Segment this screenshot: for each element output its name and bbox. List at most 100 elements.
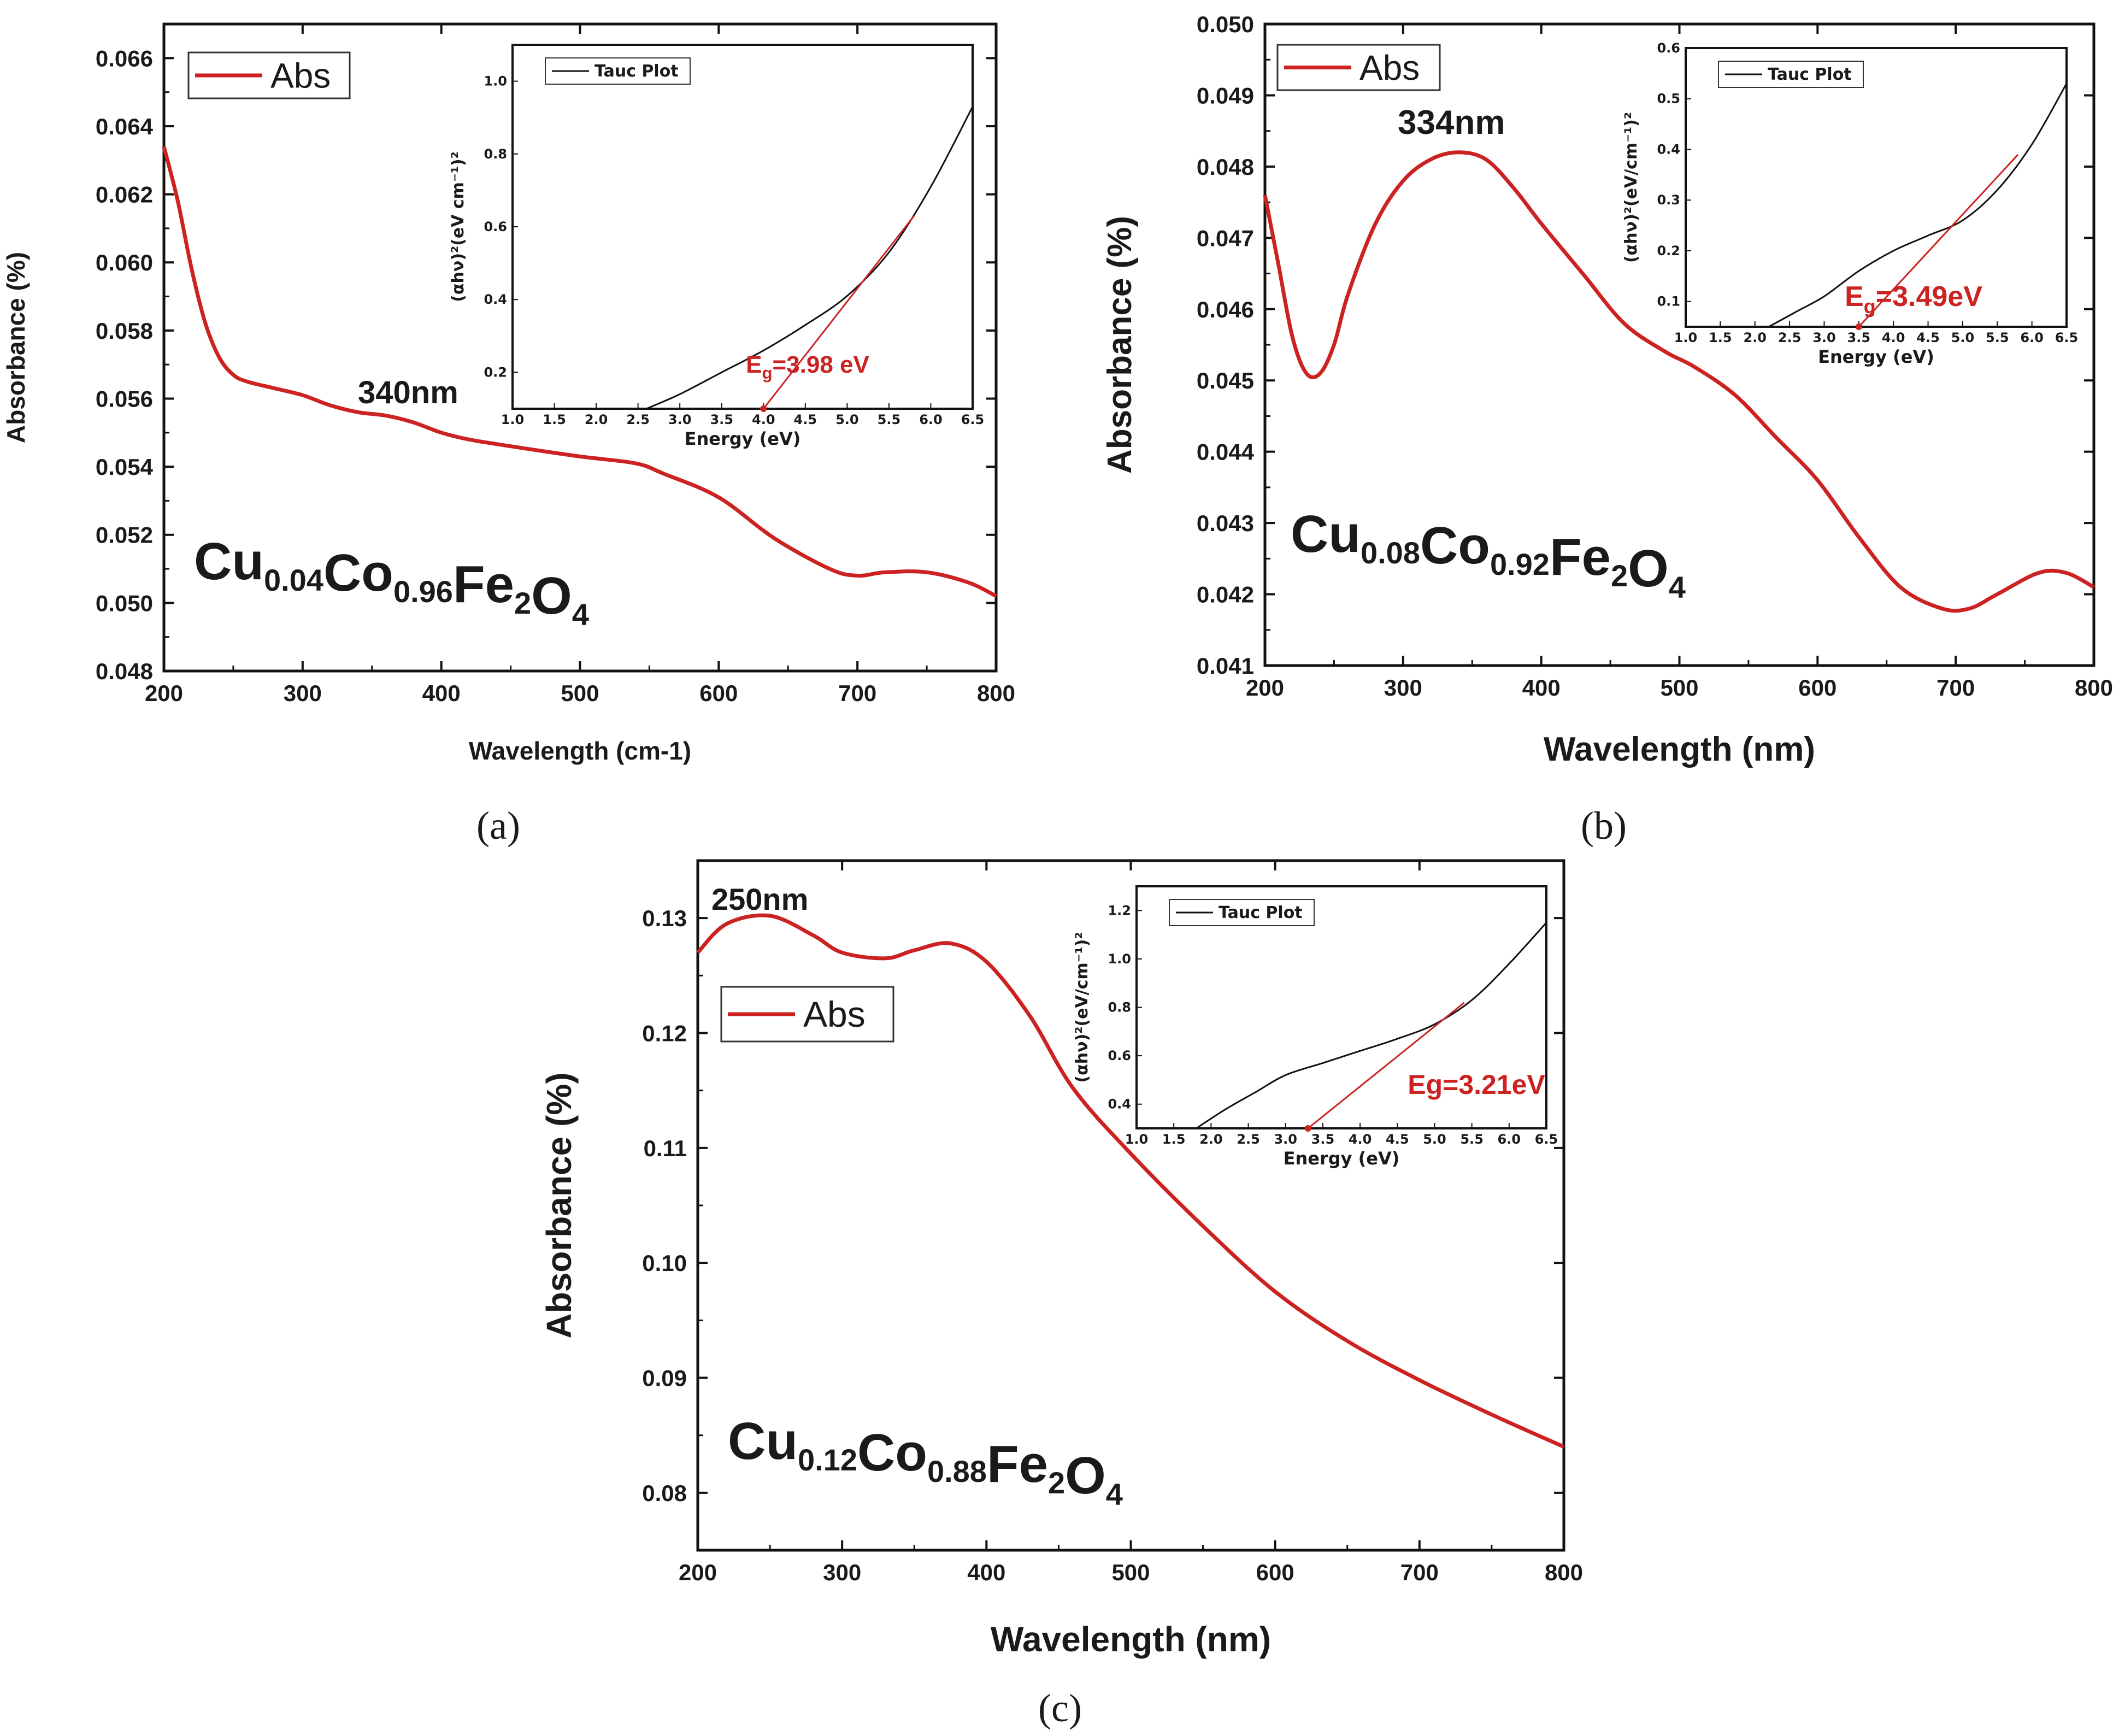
- y-tick-label: 0.046: [1197, 297, 1254, 322]
- inset-frame: [1135, 885, 1547, 1129]
- band-gap-symbol: E: [746, 351, 762, 378]
- tangent-line: [1307, 1002, 1465, 1129]
- y-axis-label: Absorbance (%): [2, 252, 30, 443]
- band-gap-value: =3.98 eV: [772, 351, 869, 378]
- chart-panel-2: 200 300 400 500 600 700 800 0.08 0.09 0.10 0.11 0.1…: [539, 859, 1583, 1730]
- x-axis-label: Wavelength (nm): [991, 1620, 1271, 1659]
- x-tick-label: 200: [679, 1560, 717, 1585]
- legend-label: Abs: [270, 56, 331, 95]
- y-axis-label: Absorbance (%): [1101, 216, 1139, 474]
- inset-x-axis-label: Energy (eV): [1284, 1148, 1400, 1169]
- inset-y-tick-label: 0.4: [484, 292, 507, 307]
- tauc-curve: [646, 106, 974, 410]
- y-tick-label: 0.049: [1197, 83, 1254, 108]
- inset-y-tick-label: 0.6: [484, 219, 507, 234]
- inset-x-tick-label: 6.0: [919, 412, 943, 427]
- y-tick-label: 0.041: [1197, 653, 1254, 679]
- formula-subscript: 4: [1106, 1477, 1123, 1511]
- inset-y-tick-label: 1.0: [1108, 951, 1131, 967]
- y-tick-label: 0.058: [96, 318, 153, 344]
- inset-x-tick-label: 5.0: [1423, 1132, 1446, 1147]
- y-tick-label: 0.052: [96, 522, 153, 548]
- peak-annotation: 250nm: [711, 882, 808, 916]
- y-tick-label: 0.056: [96, 386, 153, 411]
- x-tick-label: 700: [838, 680, 876, 706]
- inset-x-tick-label: 2.0: [1199, 1132, 1223, 1147]
- x-tick-label: 200: [145, 680, 183, 706]
- inset-x-tick-label: 5.5: [1986, 330, 2009, 345]
- x-tick-label: 300: [1384, 675, 1422, 701]
- y-tick-label: 0.10: [642, 1250, 687, 1276]
- y-tick-label: 0.11: [644, 1135, 687, 1161]
- inset-x-tick-label: 6.0: [1498, 1132, 1521, 1147]
- tangent-intercept-marker: [1855, 323, 1862, 330]
- tauc-inset: 1.0 1.5 2.0 2.5 3.0 3.5 4.0 4.5 5.0 5.5 6.0 6.5 0.1 0…: [1622, 40, 2078, 367]
- inset-y-tick-label: 0.3: [1657, 192, 1680, 208]
- formula-element: Fe: [1550, 528, 1611, 586]
- inset-x-tick-label: 5.0: [1951, 330, 1975, 345]
- inset-x-axis-label: Energy (eV): [1818, 346, 1934, 367]
- inset-x-tick-label: 2.0: [1743, 330, 1767, 345]
- inset-frame: [511, 44, 974, 410]
- y-tick-label: 0.060: [96, 250, 153, 275]
- inset-x-axis-label: Energy (eV): [685, 428, 801, 449]
- formula-element: O: [1628, 539, 1669, 598]
- tangent-intercept-marker: [760, 405, 767, 412]
- inset-x-tick-label: 2.5: [1237, 1132, 1260, 1147]
- inset-x-tick-label: 5.5: [878, 412, 901, 427]
- x-tick-label: 800: [1545, 1560, 1583, 1585]
- inset-x-tick-label: 3.5: [1847, 330, 1871, 345]
- x-tick-label: 800: [2075, 675, 2113, 701]
- inset-y-tick-label: 0.2: [484, 364, 507, 380]
- inset-y-tick-label: 0.4: [1657, 142, 1680, 157]
- panel-label: (b): [1581, 804, 1627, 848]
- y-tick-label: 0.054: [96, 454, 154, 480]
- y-tick-label: 0.09: [642, 1366, 687, 1391]
- inset-x-tick-label: 1.5: [1162, 1132, 1186, 1147]
- inset-y-axis-label: (αhν)²(eV cm⁻¹)²: [449, 151, 468, 302]
- y-tick-label: 0.050: [1197, 11, 1254, 37]
- inset-frame: [1685, 47, 2068, 328]
- tangent-line: [763, 215, 915, 409]
- inset-x-tick-label: 6.5: [2055, 330, 2079, 345]
- inset-y-tick-label: 0.4: [1108, 1097, 1131, 1112]
- formula-element: Cu: [728, 1412, 798, 1470]
- inset-legend-label: Tauc Plot: [1219, 903, 1303, 922]
- inset-x-tick-label: 3.0: [1274, 1132, 1297, 1147]
- formula-element: Co: [857, 1423, 927, 1482]
- x-axis-label: Wavelength (cm-1): [469, 737, 691, 765]
- inset-y-tick-label: 0.6: [1108, 1048, 1131, 1063]
- inset-x-tick-label: 6.5: [961, 412, 985, 427]
- legend-label: Abs: [1359, 48, 1420, 87]
- abs-series-line: [162, 146, 997, 598]
- formula-subscript: 4: [572, 597, 589, 632]
- formula-subscript: 2: [514, 586, 531, 620]
- inset-x-tick-label: 1.0: [1125, 1132, 1149, 1147]
- inset-x-tick-label: 4.5: [794, 412, 817, 427]
- band-gap-label: Eg=3.98 eV: [746, 351, 869, 382]
- inset-x-tick-label: 4.5: [1916, 330, 1940, 345]
- formula-subscript: 2: [1048, 1466, 1065, 1500]
- formula-subscript: 0.12: [798, 1443, 857, 1477]
- inset-y-tick-label: 0.2: [1657, 243, 1680, 258]
- x-tick-label: 600: [1798, 675, 1837, 701]
- band-gap-value: =3.49eV: [1876, 281, 1982, 313]
- formula-element: Cu: [194, 532, 264, 591]
- formula-element: Co: [323, 544, 393, 602]
- x-tick-label: 400: [422, 680, 461, 706]
- formula-element: Fe: [453, 555, 514, 614]
- inset-y-tick-label: 0.6: [1657, 40, 1680, 56]
- y-tick-label: 0.045: [1197, 368, 1254, 393]
- formula-subscript: 4: [1669, 570, 1686, 604]
- formula-subscript: 2: [1611, 558, 1628, 593]
- formula-element: Co: [1420, 516, 1490, 575]
- y-tick-label: 0.048: [96, 658, 153, 684]
- inset-x-tick-label: 3.0: [1812, 330, 1836, 345]
- formula-subscript: 0.96: [393, 574, 453, 609]
- inset-y-tick-label: 0.5: [1657, 91, 1680, 107]
- formula-element: O: [531, 567, 572, 625]
- formula-element: Fe: [987, 1435, 1048, 1493]
- band-gap-subscript: g: [1864, 295, 1876, 317]
- composition-formula: Cu0.04Co0.96Fe2O4: [194, 532, 589, 632]
